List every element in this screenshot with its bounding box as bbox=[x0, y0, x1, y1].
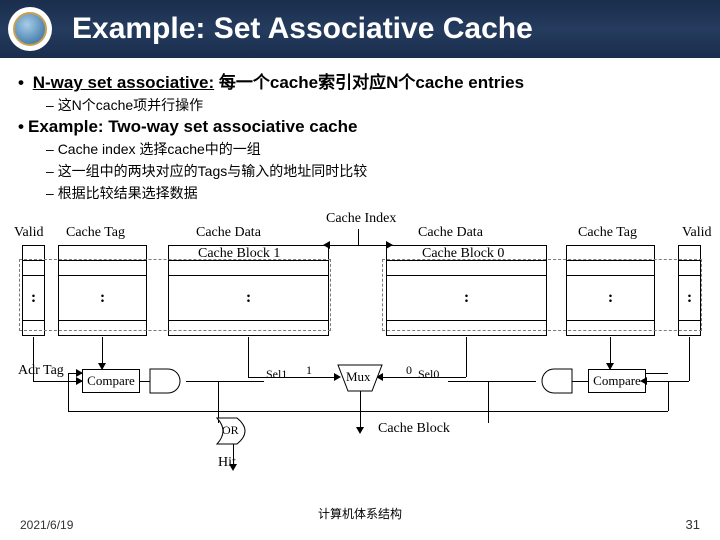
label-valid-left: Valid bbox=[14, 225, 44, 241]
slide-content: • N-way set associative: 每一个cache索引对应N个c… bbox=[0, 58, 720, 521]
footer-course: 计算机体系结构 bbox=[318, 505, 402, 522]
label-cache-index: Cache Index bbox=[326, 211, 396, 227]
label-hit: Hit bbox=[218, 455, 236, 471]
bullet-2: •Example: Two-way set associative cache bbox=[18, 117, 702, 137]
label-data-left: Cache Data bbox=[196, 225, 261, 241]
slide-header: Example: Set Associative Cache bbox=[0, 0, 720, 58]
bullet-1: • N-way set associative: 每一个cache索引对应N个c… bbox=[18, 68, 702, 93]
bullet-1-underline: N-way set associative: bbox=[33, 73, 214, 92]
label-sel0: Sel0 bbox=[418, 367, 439, 382]
university-logo bbox=[8, 7, 52, 51]
bullet-1-rest: 每一个cache索引对应N个cache entries bbox=[214, 73, 524, 92]
cache-diagram: Valid Cache Tag Cache Data Cache Index C… bbox=[18, 211, 718, 521]
label-or: OR bbox=[222, 423, 239, 438]
label-adr-tag: Adr Tag bbox=[18, 363, 64, 379]
and-gate-right bbox=[534, 367, 574, 395]
label-sel1: Sel1 bbox=[266, 367, 287, 382]
and-gate-left bbox=[148, 367, 188, 395]
compare-left: Compare bbox=[82, 369, 140, 393]
dashed-set-left bbox=[19, 259, 331, 331]
dashed-set-right bbox=[382, 259, 702, 331]
slide-title: Example: Set Associative Cache bbox=[72, 12, 533, 46]
label-tag-right: Cache Tag bbox=[578, 225, 637, 241]
compare-right: Compare bbox=[588, 369, 646, 393]
label-valid-right: Valid bbox=[682, 225, 712, 241]
bullet-2-sub-1: Cache index 选择cache中的一组 bbox=[18, 139, 702, 159]
footer-page-number: 31 bbox=[686, 517, 700, 532]
label-tag-left: Cache Tag bbox=[66, 225, 125, 241]
label-mux: Mux bbox=[346, 369, 371, 385]
bullet-2-sub-3: 根据比较结果选择数据 bbox=[18, 183, 702, 203]
label-cache-block: Cache Block bbox=[378, 421, 450, 437]
label-sel0-val: 0 bbox=[406, 363, 412, 378]
footer-date: 2021/6/19 bbox=[20, 518, 73, 532]
bullet-1-sub-1: 这N个cache项并行操作 bbox=[18, 95, 702, 115]
label-sel1-val: 1 bbox=[306, 363, 312, 378]
label-data-right: Cache Data bbox=[418, 225, 483, 241]
bullet-2-sub-2: 这一组中的两块对应的Tags与输入的地址同时比较 bbox=[18, 161, 702, 181]
